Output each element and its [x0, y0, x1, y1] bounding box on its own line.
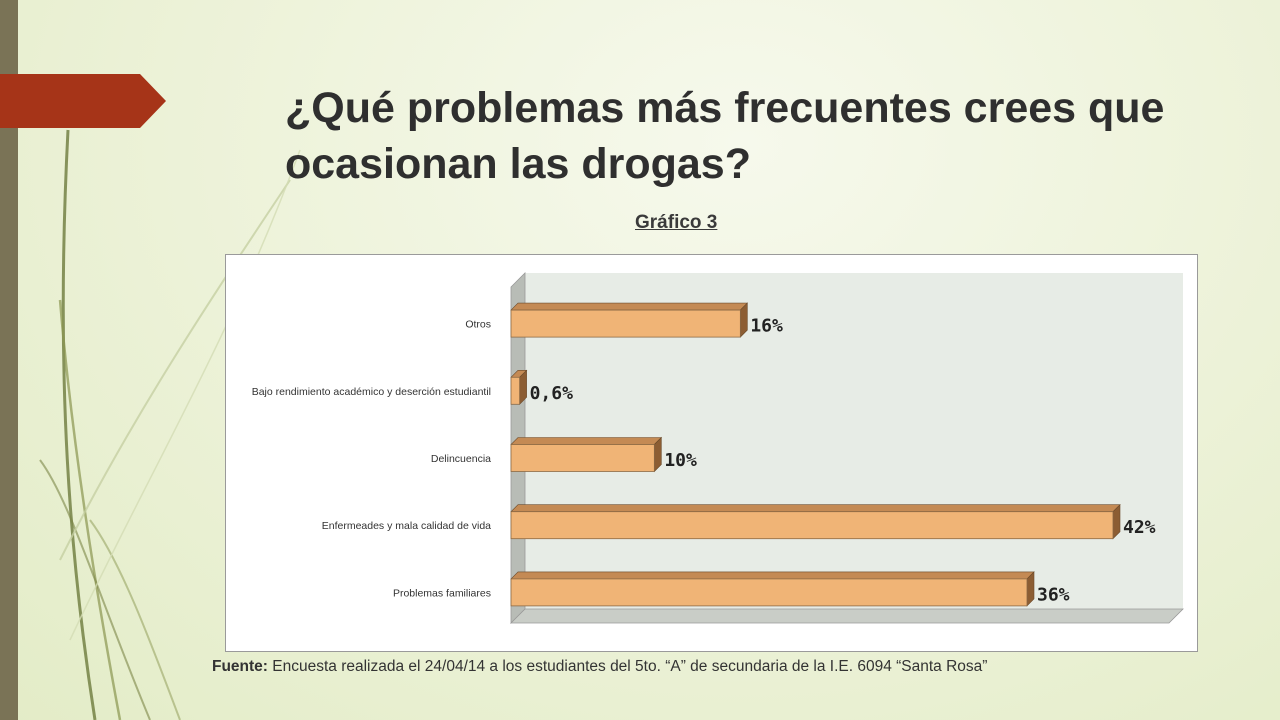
category-label-1: Bajo rendimiento académico y deserción e… [252, 386, 491, 398]
plot-floor [510, 608, 1184, 624]
bar-2 [510, 444, 655, 472]
bar-top-4 [510, 571, 1035, 580]
source-text: Encuesta realizada el 24/04/14 a los est… [272, 658, 988, 675]
bar-0 [510, 309, 741, 338]
left-accent-bar [0, 0, 18, 720]
title-accent-arrow [0, 74, 166, 128]
bar-chart: Otros 16% Bajo rendimiento académico y des… [252, 272, 1184, 624]
category-label-0: Otros [465, 319, 491, 331]
bar-3 [510, 511, 1114, 540]
bar-top-2 [510, 437, 663, 445]
data-label-1: 0,6% [530, 383, 574, 404]
data-label-4: 36% [1037, 584, 1070, 605]
bar-top-0 [510, 302, 749, 311]
category-label-3: Enfermeades y mala calidad de vida [322, 520, 491, 532]
bar-1 [510, 376, 521, 405]
data-label-2: 10% [664, 450, 697, 471]
data-label-3: 42% [1123, 517, 1156, 538]
chart-area: Otros 16% Bajo rendimiento académico y des… [225, 254, 1198, 652]
slide-title: ¿Qué problemas más frecuentes crees que … [285, 84, 1165, 188]
data-label-0: 16% [750, 316, 783, 337]
source-note: Fuente: Encuesta realizada el 24/04/14 a… [212, 658, 1272, 676]
category-label-2: Delincuencia [431, 453, 491, 465]
bar-top-3 [510, 504, 1121, 513]
source-label: Fuente: [212, 658, 268, 675]
chart-caption: Gráfico 3 [635, 212, 718, 233]
category-label-4: Problemas familiares [393, 587, 491, 599]
bar-4 [510, 578, 1028, 607]
